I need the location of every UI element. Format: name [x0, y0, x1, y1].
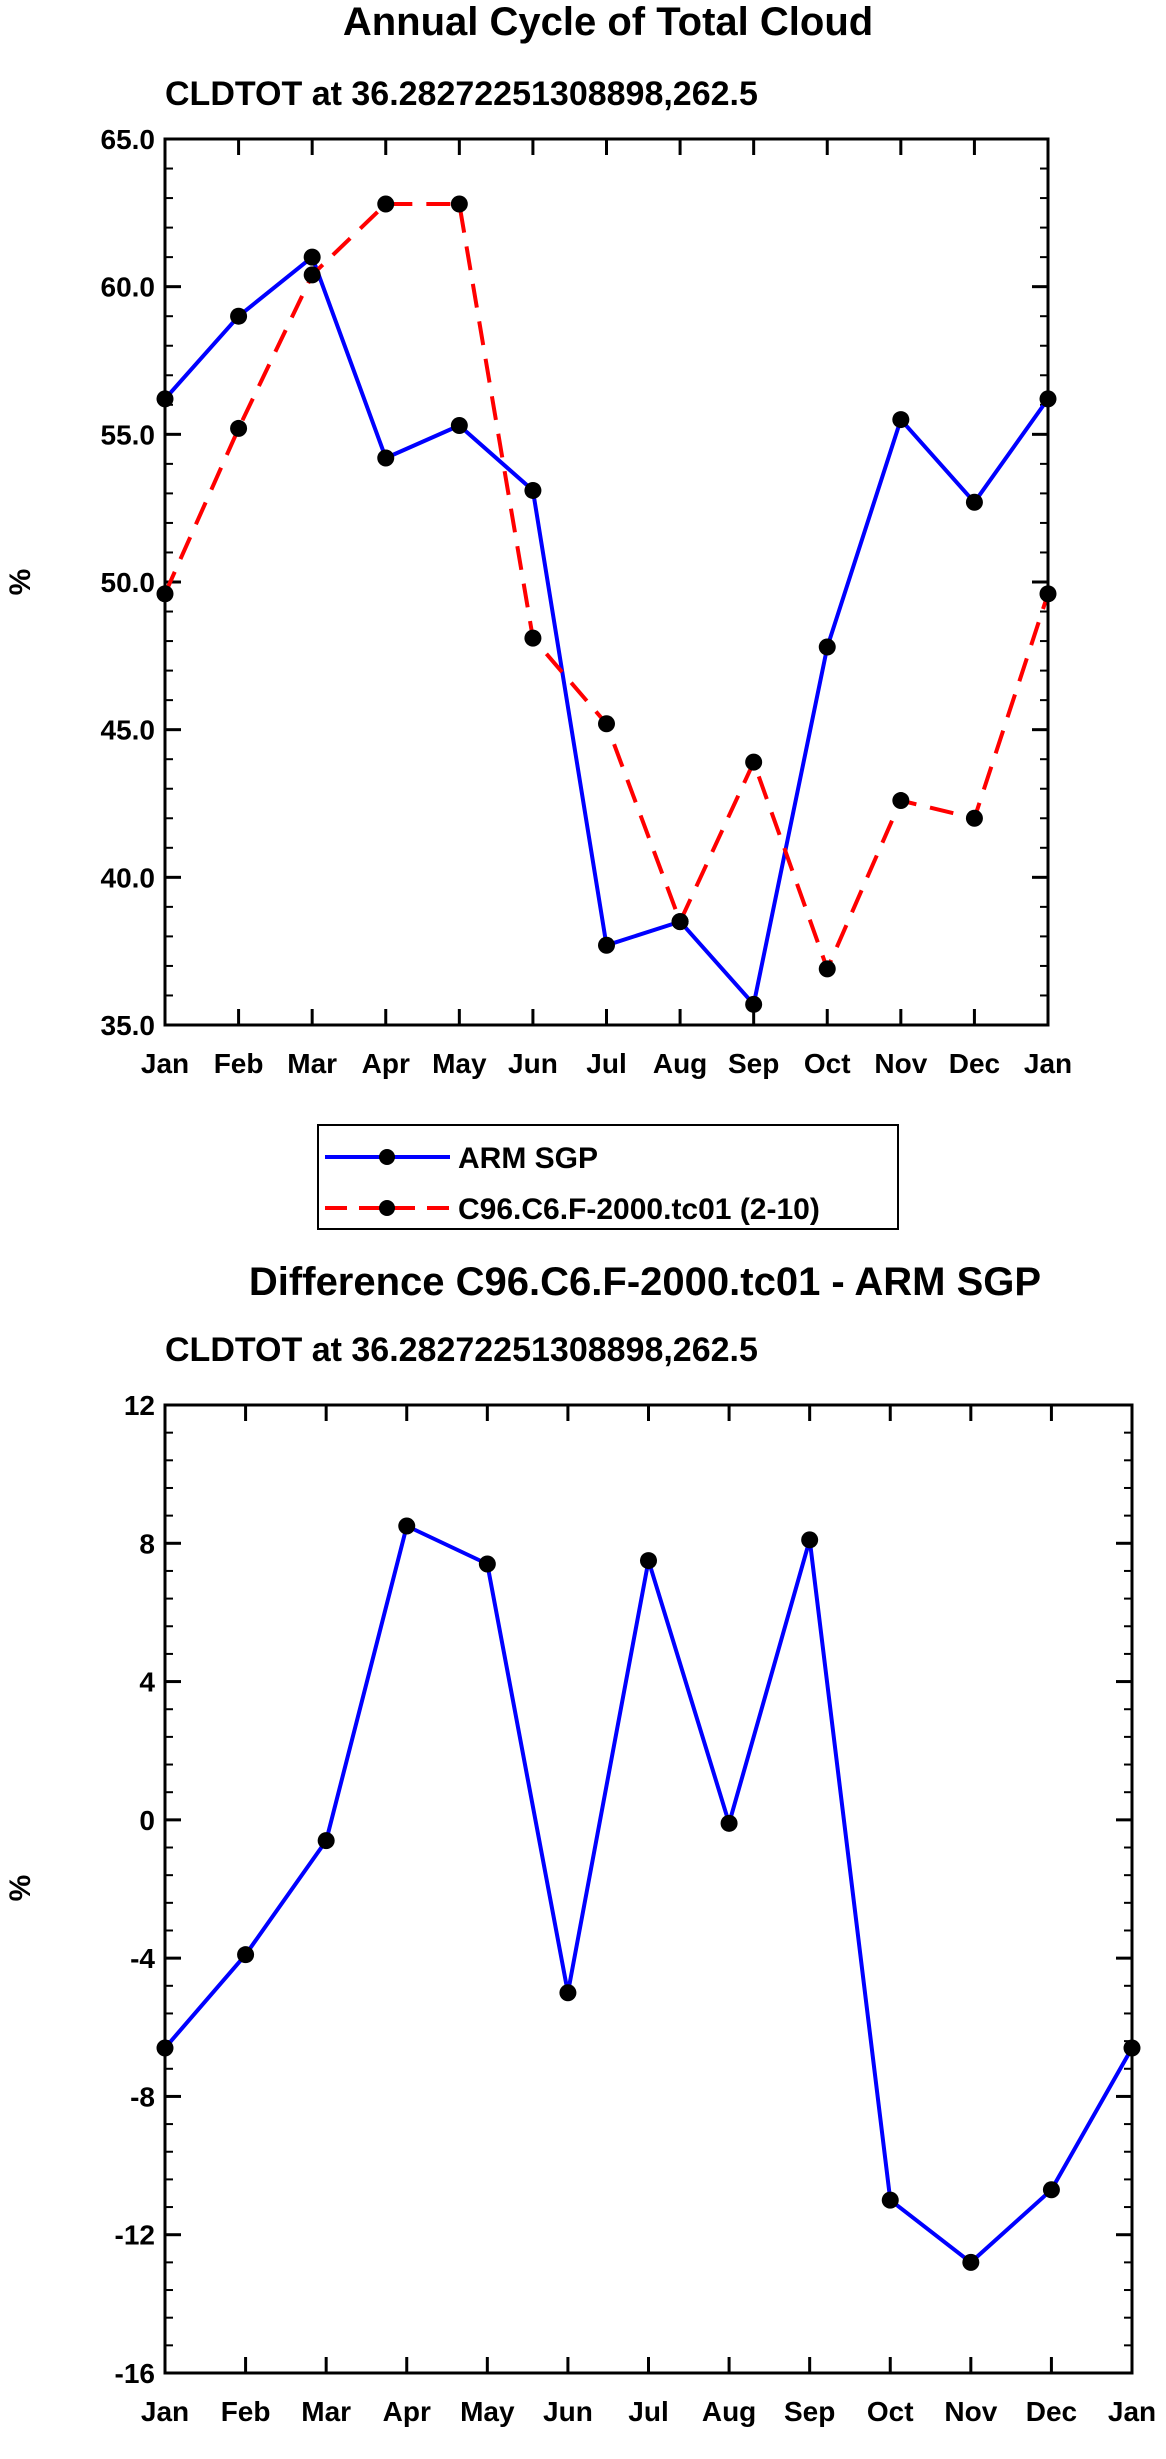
series-1-point: [598, 715, 615, 733]
series-1-point: [965, 809, 983, 827]
series-1-point: [671, 913, 689, 931]
chart2-plot-frame: [163, 1403, 1134, 2375]
series-0-point: [818, 638, 836, 656]
series-1-point: [303, 266, 321, 284]
x-tick-label: Mar: [301, 2396, 351, 2427]
chart-difference: Difference C96.C6.F-2000.tc01 - ARM SGP …: [4, 1260, 1156, 2427]
series-0-point: [745, 995, 763, 1013]
y-tick-label: 65.0: [101, 124, 156, 155]
series-0-point: [965, 493, 983, 511]
x-tick-label: Jul: [628, 2396, 668, 2427]
series-1-point: [230, 419, 248, 437]
x-tick-label: Nov: [874, 1048, 927, 1079]
series-0-point: [892, 411, 910, 429]
chart2-y-axis-label: %: [4, 1875, 37, 1902]
chart1-title: Annual Cycle of Total Cloud: [343, 0, 873, 44]
y-tick-label: 0: [139, 1805, 155, 1836]
series-0-point: [720, 1814, 738, 1832]
y-tick-label: -16: [115, 2358, 155, 2389]
series-0-point: [377, 449, 395, 467]
series-0-point: [1042, 2181, 1060, 2199]
x-tick-label: Oct: [867, 2396, 914, 2427]
y-tick-label: 8: [139, 1528, 155, 1559]
series-0-point: [237, 1946, 255, 1964]
series-0-point: [962, 2253, 980, 2271]
x-tick-label: Jun: [508, 1048, 558, 1079]
x-tick-label: Jan: [1024, 1048, 1072, 1079]
series-0-point: [559, 1984, 577, 2002]
x-tick-label: Dec: [949, 1048, 1000, 1079]
series-0-point: [640, 1552, 657, 1570]
series-1-point: [377, 195, 395, 213]
series-1-point: [745, 753, 763, 771]
series-1-point: [524, 629, 542, 647]
x-tick-label: Sep: [784, 2396, 835, 2427]
x-tick-label: May: [460, 2396, 515, 2427]
x-tick-label: Sep: [728, 1048, 779, 1079]
legend-box: [317, 1124, 899, 1230]
series-0-point: [524, 481, 542, 499]
series-0-point: [598, 936, 615, 954]
y-tick-label: 45.0: [101, 715, 156, 746]
series-1-point: [892, 792, 910, 810]
y-tick-label: -8: [130, 2081, 155, 2112]
x-tick-label: Jan: [1108, 2396, 1156, 2427]
chart1-plot-frame: [163, 137, 1050, 1027]
series-0-point: [230, 307, 248, 325]
y-tick-label: -4: [130, 1943, 155, 1974]
chart2-title: Difference C96.C6.F-2000.tc01 - ARM SGP: [249, 1260, 1041, 1304]
y-tick-label: 4: [139, 1667, 155, 1698]
series-0-point: [317, 1832, 335, 1850]
x-tick-label: Nov: [944, 2396, 997, 2427]
y-tick-label: 12: [124, 1390, 155, 1421]
x-tick-label: Oct: [804, 1048, 851, 1079]
series-0-point: [881, 2191, 899, 2209]
series-0-point: [478, 1555, 496, 1573]
x-tick-label: Feb: [221, 2396, 271, 2427]
series-0-point: [398, 1517, 416, 1535]
series-1-point: [450, 195, 468, 213]
legend-label-model: C96.C6.F-2000.tc01 (2-10): [458, 1193, 820, 1226]
y-tick-label: 50.0: [101, 567, 156, 598]
chart1-legend: ARM SGP C96.C6.F-2000.tc01 (2-10): [317, 1124, 899, 1230]
series-0-point: [450, 416, 468, 434]
y-tick-label: 40.0: [101, 862, 156, 893]
x-tick-label: May: [432, 1048, 487, 1079]
x-tick-label: Aug: [702, 2396, 756, 2427]
y-tick-label: 60.0: [101, 272, 156, 303]
x-tick-label: Feb: [214, 1048, 264, 1079]
x-tick-label: Jan: [141, 2396, 189, 2427]
x-tick-label: Apr: [383, 2396, 431, 2427]
x-tick-label: Jan: [141, 1048, 189, 1079]
chart2-subtitle: CLDTOT at 36.28272251308898,262.5: [165, 1331, 758, 1369]
series-0-point: [303, 248, 321, 266]
x-tick-label: Jun: [543, 2396, 593, 2427]
chart-annual-cycle: Annual Cycle of Total Cloud CLDTOT at 36…: [4, 0, 1072, 1230]
x-tick-label: Aug: [653, 1048, 707, 1079]
y-tick-label: 35.0: [101, 1010, 156, 1041]
x-tick-label: Mar: [287, 1048, 337, 1079]
x-tick-label: Apr: [362, 1048, 410, 1079]
legend-marker-model: [379, 1200, 395, 1216]
legend-marker-arm-sgp: [379, 1149, 395, 1165]
x-tick-label: Dec: [1026, 2396, 1077, 2427]
series-0-point: [801, 1531, 819, 1549]
y-tick-label: 55.0: [101, 419, 156, 450]
x-tick-label: Jul: [586, 1048, 626, 1079]
series-1-point: [818, 960, 836, 978]
chart1-y-axis-label: %: [4, 569, 37, 596]
chart1-subtitle: CLDTOT at 36.28272251308898,262.5: [165, 75, 758, 113]
y-tick-label: -12: [115, 2220, 155, 2251]
legend-label-arm-sgp: ARM SGP: [458, 1142, 598, 1175]
